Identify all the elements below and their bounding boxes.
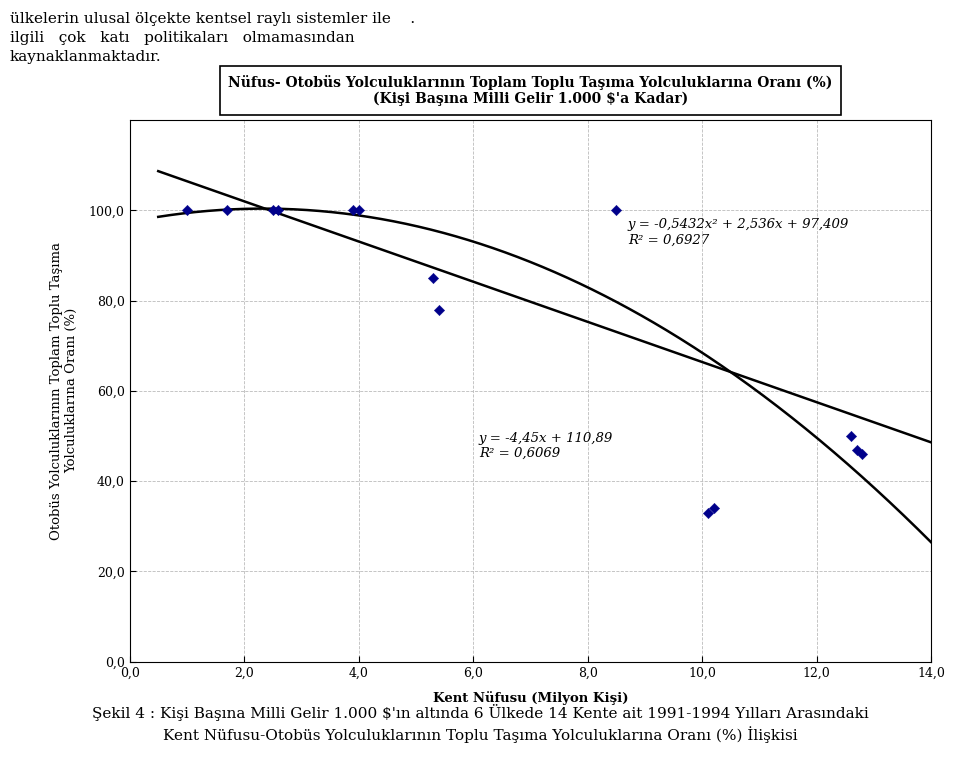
Point: [431, 303, 446, 316]
Text: y = -4,45x + 110,89
R² = 0,6069: y = -4,45x + 110,89 R² = 0,6069: [479, 432, 613, 460]
Title: Nüfus- Otobüs Yolculuklarının Toplam Toplu Taşıma Yolculuklarına Oranı (%)
(Kişi: Nüfus- Otobüs Yolculuklarının Toplam Top…: [228, 74, 832, 106]
Point: [271, 204, 286, 217]
Point: [425, 272, 441, 284]
Point: [849, 444, 864, 456]
Point: [351, 204, 367, 217]
Text: Kent Nüfusu-Otobüs Yolculuklarının Toplu Taşıma Yolculuklarına Oranı (%) İlişkis: Kent Nüfusu-Otobüs Yolculuklarının Toplu…: [162, 726, 798, 743]
X-axis label: Kent Nüfusu (Milyon Kişi): Kent Nüfusu (Milyon Kişi): [433, 690, 628, 704]
Point: [700, 507, 715, 519]
Point: [180, 204, 195, 217]
Point: [854, 448, 870, 461]
Text: ilgili   çok   katı   politikaları   olmamasından: ilgili çok katı politikaları olmamasında…: [10, 31, 354, 45]
Point: [265, 204, 280, 217]
Point: [706, 502, 721, 515]
Point: [609, 204, 624, 217]
Point: [346, 204, 361, 217]
Point: [219, 204, 234, 217]
Text: kaynaklanmaktadır.: kaynaklanmaktadır.: [10, 50, 161, 64]
Text: ülkelerin ulusal ölçekte kentsel raylı sistemler ile    .: ülkelerin ulusal ölçekte kentsel raylı s…: [10, 12, 415, 26]
Y-axis label: Otobüs Yolculuklarının Toplam Toplu Taşıma
Yolculuklarına Oranı (%): Otobüs Yolculuklarının Toplam Toplu Taşı…: [50, 241, 78, 540]
Text: y = -0,5432x² + 2,536x + 97,409
R² = 0,6927: y = -0,5432x² + 2,536x + 97,409 R² = 0,6…: [628, 218, 849, 246]
Point: [843, 430, 858, 442]
Text: Şekil 4 : Kişi Başına Milli Gelir 1.000 $'ın altında 6 Ülkede 14 Kente ait 1991-: Şekil 4 : Kişi Başına Milli Gelir 1.000 …: [91, 704, 869, 721]
